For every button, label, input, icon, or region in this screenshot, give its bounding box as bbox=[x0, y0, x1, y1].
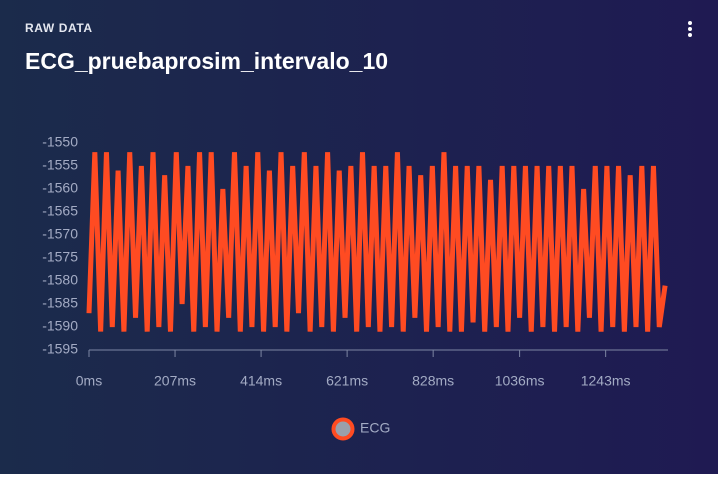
data-line bbox=[86, 152, 668, 332]
y-tick-label: -1575 bbox=[42, 249, 78, 265]
y-tick-label: -1580 bbox=[42, 272, 78, 288]
menu-button[interactable] bbox=[688, 21, 692, 37]
y-tick-label: -1570 bbox=[42, 226, 78, 242]
y-tick-label: -1560 bbox=[42, 180, 78, 196]
y-tick-label: -1565 bbox=[42, 203, 78, 219]
y-tick-label: -1590 bbox=[42, 318, 78, 334]
chart-title: ECG_pruebaprosim_intervalo_10 bbox=[25, 48, 388, 74]
y-tick-label: -1595 bbox=[42, 341, 78, 357]
x-tick-label: 828ms bbox=[412, 373, 454, 389]
x-tick-label: 621ms bbox=[326, 373, 368, 389]
x-tick-label: 1243ms bbox=[581, 373, 631, 389]
x-tick-label: 414ms bbox=[240, 373, 282, 389]
y-tick-label: -1550 bbox=[42, 134, 78, 150]
x-tick-label: 0ms bbox=[76, 373, 102, 389]
x-tick-label: 1036ms bbox=[495, 373, 545, 389]
card-label: RAW DATA bbox=[25, 21, 93, 35]
y-tick-label: -1555 bbox=[42, 157, 78, 173]
legend-marker bbox=[331, 417, 355, 441]
x-tick-label: 207ms bbox=[154, 373, 196, 389]
y-tick-label: -1585 bbox=[42, 295, 78, 311]
legend-label: ECG bbox=[360, 420, 390, 436]
